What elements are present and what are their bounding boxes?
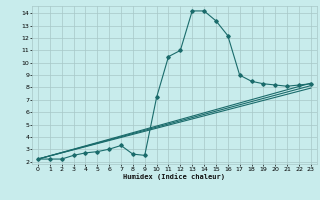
- X-axis label: Humidex (Indice chaleur): Humidex (Indice chaleur): [124, 173, 225, 180]
